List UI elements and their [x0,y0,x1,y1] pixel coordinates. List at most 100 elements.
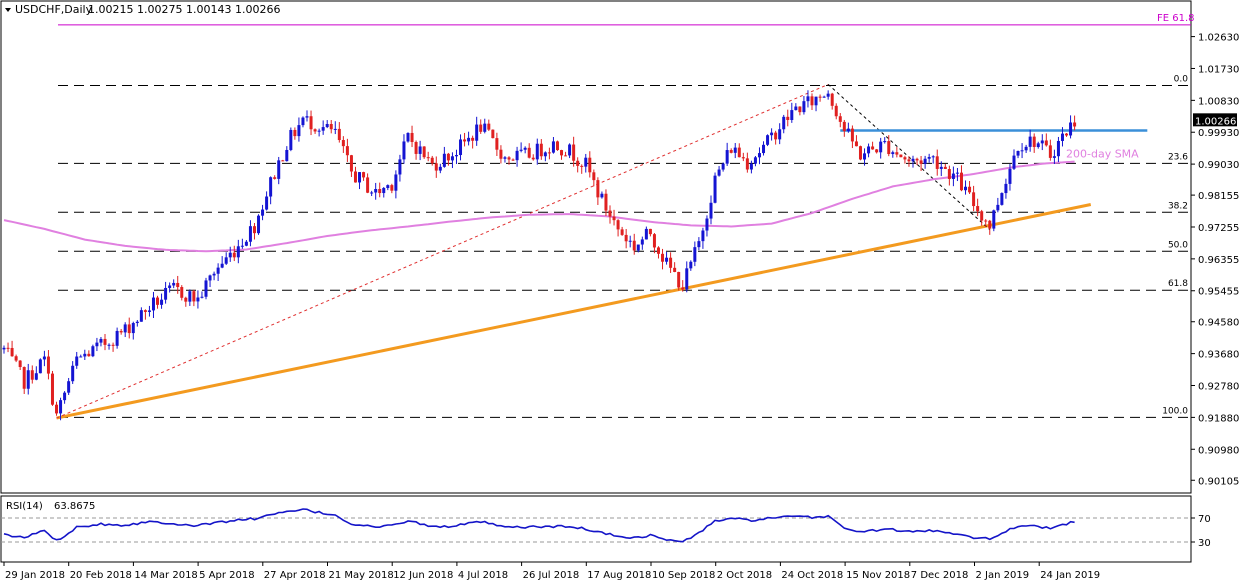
candle-body [1020,150,1024,152]
candle-body [204,280,208,297]
sma-line-group [3,160,1075,253]
candle-body [863,153,867,160]
candle [770,128,774,141]
time-tick-label: 17 Aug 2018 [587,570,651,581]
candle [220,256,224,269]
candle-body [345,146,349,156]
candle [511,158,515,161]
candle-body [1060,133,1064,141]
candle-body [713,175,717,203]
time-tick-label: 2 Jan 2019 [976,570,1030,581]
candle-body [333,128,337,130]
candle [620,226,624,236]
candle-body [426,157,430,159]
candle-body [341,140,345,147]
candle [871,141,875,150]
main-pane[interactable] [0,0,1192,494]
price-tick-label: 0.92780 [1198,382,1239,393]
candle [192,289,196,307]
candle-body [273,177,277,179]
candle [903,155,907,164]
candle-body [1032,136,1036,147]
candle-body [891,152,895,155]
candle-body [915,158,919,161]
rsi-pane[interactable] [0,495,1192,563]
candle-body [576,160,580,166]
candle-body [822,96,826,98]
candle [943,163,947,170]
candle-body [762,144,766,154]
candle-body [1044,140,1048,146]
candle-body [240,245,244,247]
candle [818,94,822,102]
candle [701,227,705,249]
candle-body [22,367,26,389]
candle-body [14,356,18,361]
candle [661,248,665,270]
candle-body [188,291,192,302]
collapse-triangle-icon[interactable] [5,8,11,12]
candle [382,187,386,198]
candle [887,135,891,157]
time-tick-label: 10 Sep 2018 [652,570,715,581]
candle [572,136,576,167]
candle [103,334,107,351]
candle [636,244,640,253]
candle [523,146,527,154]
candle [398,154,402,182]
candle-body [980,211,984,221]
candle [180,285,184,301]
candle [495,132,499,157]
candle [119,328,123,335]
candle-body [1048,145,1052,158]
candle-body [67,381,71,393]
candle-body [394,174,398,191]
sma-label: 200-day SMA [1066,148,1139,161]
candle [810,93,814,110]
fib-levels [58,84,1191,418]
candle-body [984,220,988,222]
candle-body [632,240,636,251]
candle-body [1016,151,1020,156]
candle [584,153,588,173]
candle-body [782,116,786,130]
candle-body [471,137,475,141]
candle-body [871,146,875,150]
candle-body [362,172,366,178]
candle-body [745,158,749,170]
candle-body [34,373,38,380]
candle-body [826,93,830,97]
fib-level-labels: 0.0 23.6 38.2 50.0 61.8 100.0 [1162,74,1188,416]
candle [285,146,289,162]
candle-body [729,150,733,153]
candle-body [661,253,665,262]
price-tick-label: 0.90980 [1198,445,1239,456]
candle-body [656,247,660,254]
candle-body [414,141,418,154]
candle-body [277,160,281,179]
candle [693,241,697,267]
candle [281,159,285,162]
candle [774,130,778,145]
candle-body [329,124,333,130]
candle [976,198,980,217]
candle-body [374,189,378,193]
candle [705,215,709,237]
candle-body [30,370,34,380]
candle-body [681,287,685,290]
fib-retracement-diagonal [56,83,829,419]
candle [656,246,660,259]
candle-body [564,155,568,157]
rsi-line [3,508,1075,543]
candle [794,103,798,111]
candle [531,154,535,161]
candle [757,147,761,165]
candle [717,166,721,177]
candle-body [814,96,818,106]
candle [143,309,147,320]
candle [358,171,362,190]
candle [1000,192,1004,206]
candle [939,161,943,177]
candle-body [903,157,907,160]
candle [527,143,531,159]
